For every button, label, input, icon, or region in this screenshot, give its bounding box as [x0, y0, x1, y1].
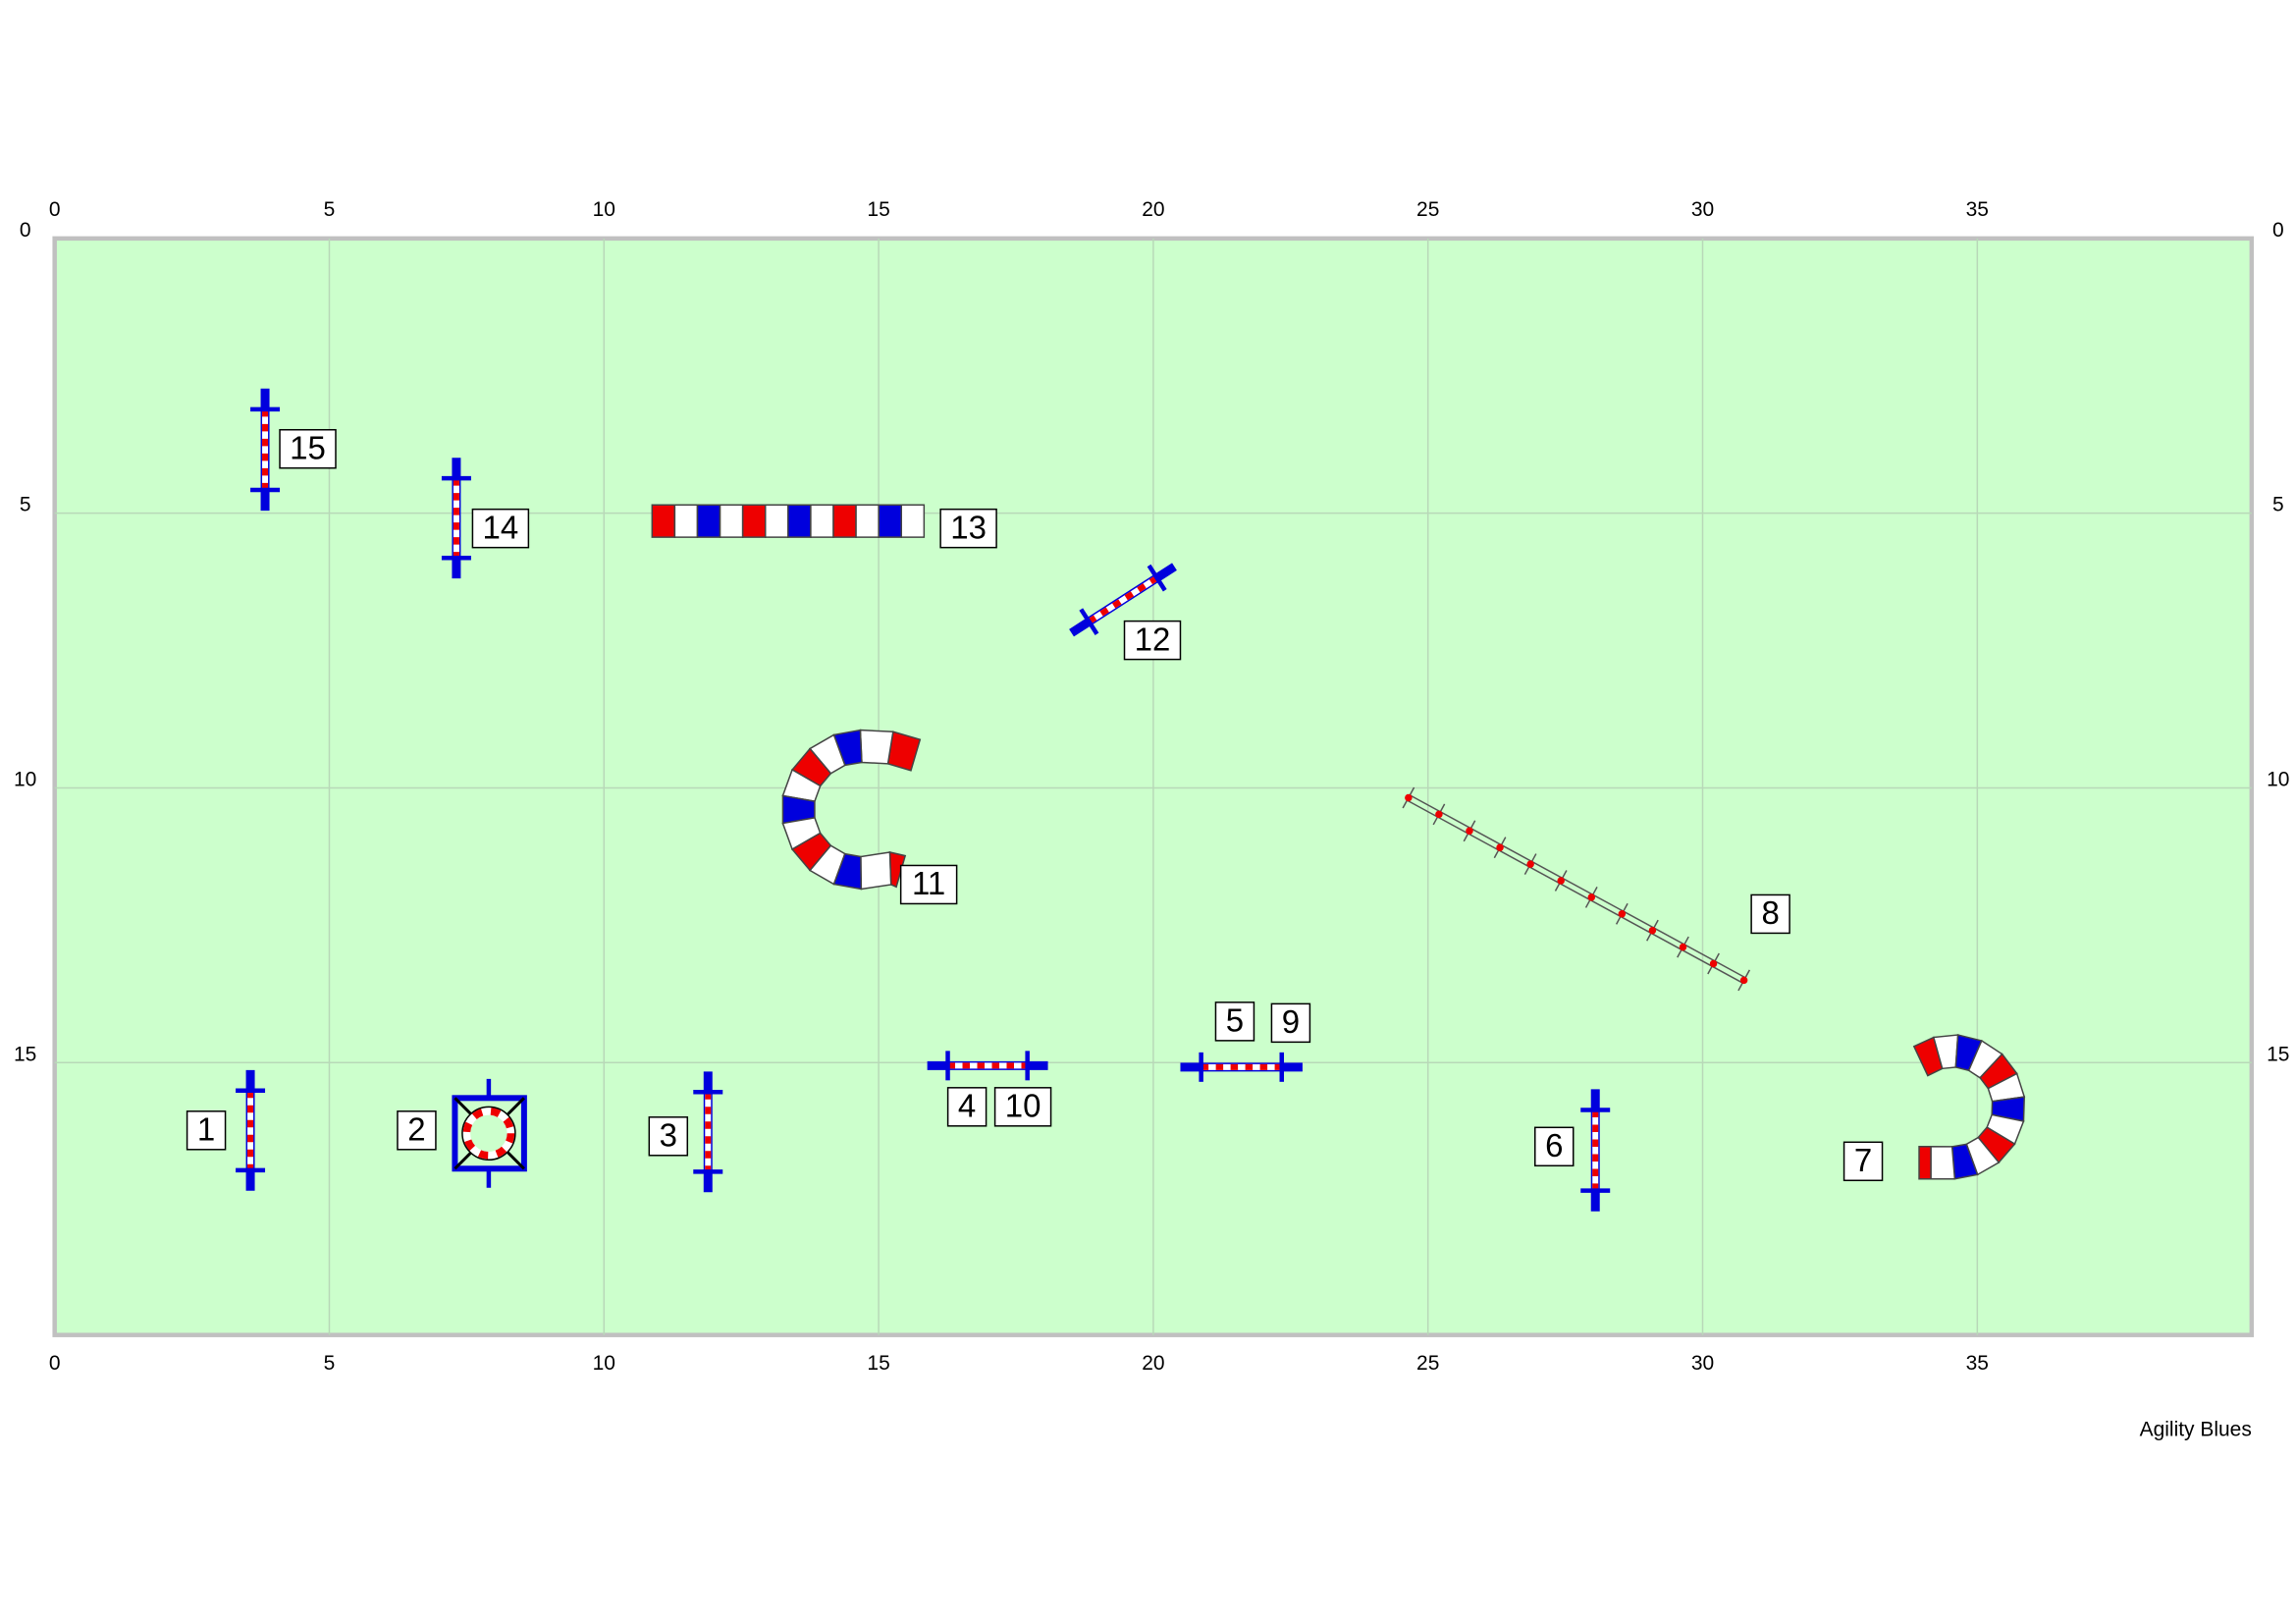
- tunnel-segment: [860, 851, 892, 891]
- dogwalk-marker: [1587, 893, 1596, 901]
- dogwalk-marker: [1526, 860, 1534, 868]
- label-box: [1534, 1126, 1575, 1167]
- obstacle-number: 6: [1545, 1127, 1563, 1163]
- tunnel-segment: [878, 504, 903, 538]
- tunnel-segment: [810, 504, 834, 538]
- tunnel-segment: [673, 504, 699, 538]
- dogwalk-marker: [1496, 843, 1504, 851]
- obstacles: [236, 388, 2026, 1212]
- bottom-tick-label: 35: [1966, 1352, 1989, 1375]
- obstacle-number: 8: [1761, 894, 1779, 931]
- dogwalk-marker: [1435, 810, 1443, 819]
- top-tick-label: 25: [1416, 198, 1439, 221]
- right-tick-label: 0: [2272, 219, 2284, 242]
- jump-stand: [1079, 608, 1099, 635]
- table-leg: [454, 1097, 472, 1115]
- table-leg: [507, 1151, 525, 1170]
- obstacle-number: 2: [407, 1111, 425, 1148]
- label-box: [1123, 620, 1182, 661]
- obstacle-number: 11: [912, 865, 945, 901]
- left-tick-label: 0: [20, 219, 31, 242]
- tunnel-segment: [764, 504, 789, 538]
- label-box: [1270, 1002, 1311, 1044]
- obstacle-number: 1: [197, 1111, 215, 1148]
- dogwalk-marker: [1618, 910, 1627, 918]
- tunnel-segment: [719, 504, 744, 538]
- label-box: [1750, 893, 1790, 935]
- tunnel-segment: [832, 504, 857, 538]
- top-tick-label: 35: [1966, 198, 1989, 221]
- tunnel-segment: [696, 504, 721, 538]
- right-tick-label: 5: [2272, 494, 2284, 516]
- bottom-tick-label: 5: [324, 1352, 336, 1375]
- left-tick-label: 5: [20, 494, 31, 516]
- top-tick-label: 15: [867, 198, 889, 221]
- dogwalk-plank: [1409, 794, 1746, 979]
- bottom-tick-label: 20: [1142, 1352, 1164, 1375]
- label-box: [993, 1087, 1052, 1127]
- dogwalk-marker: [1648, 926, 1657, 935]
- dogwalk-marker: [1466, 827, 1473, 836]
- right-tick-label: 15: [2267, 1043, 2289, 1065]
- tunnel-segment: [741, 504, 767, 538]
- footer: Agility Blues: [2140, 1419, 2252, 1441]
- dogwalk-marker: [1679, 943, 1687, 951]
- tunnel-segment: [1918, 1146, 1932, 1180]
- dogwalk-marker: [1739, 976, 1748, 985]
- dogwalk-marker: [1557, 877, 1565, 885]
- tunnel-segment: [859, 729, 894, 765]
- tunnel-segment: [651, 504, 676, 538]
- obstacle-number: 13: [950, 509, 987, 545]
- obstacle-number: 14: [483, 509, 519, 545]
- label-box: [279, 428, 337, 469]
- top-tick-label: 20: [1142, 198, 1164, 221]
- label-box: [899, 864, 958, 905]
- dogwalk-plank: [1407, 799, 1743, 984]
- left-tick-label: 15: [14, 1043, 36, 1065]
- obstacle-number: 9: [1282, 1003, 1300, 1040]
- tunnel-segment: [888, 851, 907, 889]
- left-tick-label: 10: [14, 769, 36, 791]
- tunnel-segment: [787, 504, 812, 538]
- obstacle-number: 10: [1005, 1088, 1041, 1124]
- tire: [462, 1108, 515, 1160]
- top-tick-label: 0: [49, 198, 61, 221]
- dogwalk-marker: [1709, 959, 1718, 968]
- table-leg: [454, 1151, 472, 1170]
- label-box: [471, 508, 530, 549]
- obstacle-number: 15: [290, 429, 326, 465]
- bottom-tick-label: 25: [1416, 1352, 1439, 1375]
- obstacle-number: 4: [958, 1088, 976, 1124]
- top-tick-label: 10: [593, 198, 615, 221]
- table-leg: [507, 1097, 525, 1115]
- top-tick-label: 5: [324, 198, 336, 221]
- tunnel-segment: [900, 504, 926, 538]
- obstacle-number: 5: [1226, 1002, 1244, 1039]
- label-box: [397, 1110, 437, 1151]
- label-box: [1214, 1001, 1255, 1042]
- jump-stand: [1147, 564, 1167, 592]
- dogwalk-marker: [1405, 793, 1413, 802]
- obstacle-number: 3: [660, 1117, 677, 1154]
- bottom-tick-label: 0: [49, 1352, 61, 1375]
- jump-bar: [1087, 575, 1159, 624]
- label-box: [1842, 1141, 1884, 1182]
- obstacle-number: 12: [1135, 621, 1171, 657]
- bottom-tick-label: 15: [867, 1352, 889, 1375]
- label-box: [186, 1110, 227, 1151]
- tunnel-segment: [855, 504, 880, 538]
- tire-outline: [461, 1106, 516, 1162]
- bottom-tick-label: 30: [1691, 1352, 1714, 1375]
- label-box: [648, 1116, 689, 1157]
- top-tick-label: 30: [1691, 198, 1714, 221]
- bottom-tick-label: 10: [593, 1352, 615, 1375]
- right-tick-label: 10: [2267, 769, 2289, 791]
- tunnel-segment: [1930, 1146, 1956, 1180]
- label-box: [939, 508, 997, 549]
- label-box: [946, 1087, 988, 1127]
- obstacle-number: 7: [1854, 1142, 1872, 1178]
